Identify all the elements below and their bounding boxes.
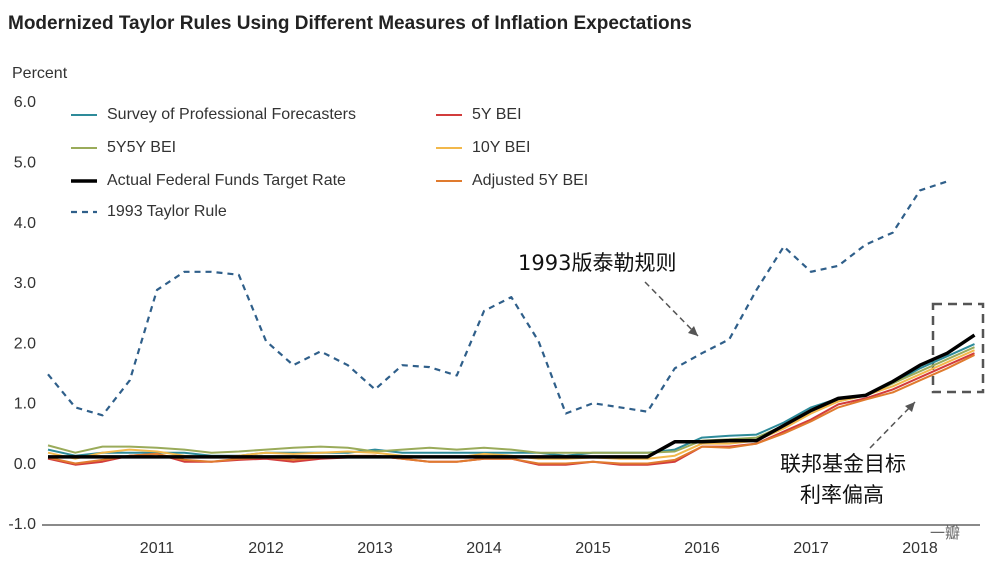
series-line [47, 349, 975, 460]
legend-label: 5Y5Y BEI [107, 139, 176, 156]
legend-label: Adjusted 5Y BEI [472, 172, 588, 189]
arrow-head [688, 326, 698, 336]
x-tick-label: 2016 [684, 540, 720, 557]
annotation-arrows [644, 281, 916, 449]
annotation: 1993版泰勒规则 [518, 251, 676, 275]
series-line [48, 333, 976, 459]
legend-label: Actual Federal Funds Target Rate [107, 172, 346, 189]
watermark: 一瓣 [930, 525, 960, 542]
legend-label: 5Y BEI [472, 106, 522, 123]
annotation: 利率偏高 [800, 483, 884, 507]
highlight-box [931, 302, 985, 394]
legend-label: 10Y BEI [472, 139, 530, 156]
legend-label: Survey of Professional Forecasters [107, 106, 356, 123]
x-tick-label: 2011 [140, 540, 175, 557]
x-tick-label: 2017 [793, 540, 829, 557]
annotation: 联邦基金目标 [780, 452, 906, 476]
x-tick-label: 2015 [575, 540, 611, 557]
x-tick-label: 2012 [248, 540, 284, 557]
arrow-head [905, 402, 915, 412]
y-tick-label: 0.0 [14, 456, 36, 473]
x-tick-label: 2018 [902, 540, 938, 557]
y-tick-label: 4.0 [14, 215, 36, 232]
y-tick-label: 3.0 [14, 275, 36, 292]
chart-title: Modernized Taylor Rules Using Different … [8, 13, 692, 34]
y-tick-label: -1.0 [8, 516, 36, 533]
y-tick-label: 1.0 [14, 396, 36, 413]
y-axis-label: Percent [12, 65, 68, 82]
x-tick-label: 2013 [357, 540, 393, 557]
x-tick-label: 2014 [466, 540, 502, 557]
y-tick-label: 5.0 [14, 155, 36, 172]
series-line [47, 343, 975, 457]
legend-label: 1993 Taylor Rule [107, 203, 227, 220]
y-tick-label: 2.0 [14, 335, 36, 352]
series-line [47, 354, 975, 465]
y-tick-label: 6.0 [14, 94, 36, 111]
series-line [47, 180, 948, 417]
